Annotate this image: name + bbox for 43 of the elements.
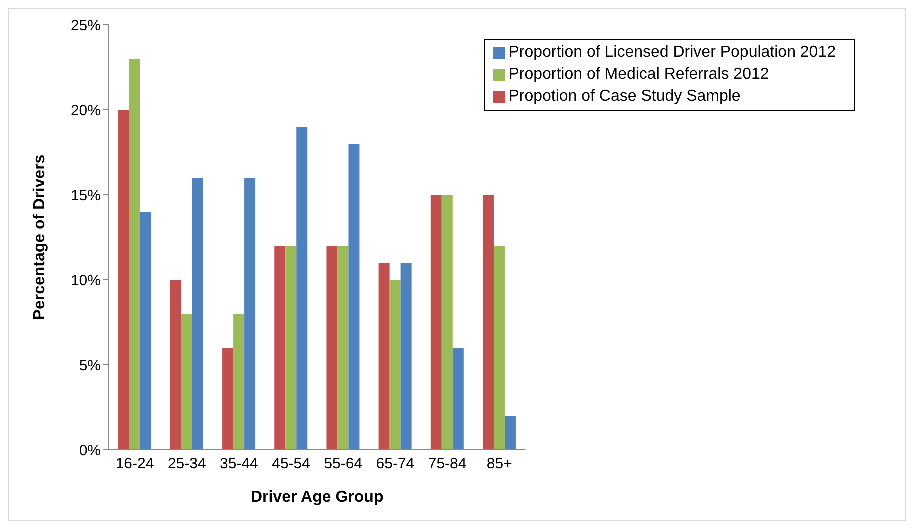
bar xyxy=(118,110,130,450)
bar xyxy=(494,246,505,450)
bar xyxy=(390,280,401,450)
legend-label: Proportion of Medical Referrals 2012 xyxy=(508,66,770,83)
x-tick-label: 55-64 xyxy=(324,456,363,473)
bar xyxy=(222,348,234,450)
bar xyxy=(400,263,412,450)
x-tick-label: 35-44 xyxy=(220,456,258,473)
y-tick-label: 20% xyxy=(70,102,101,120)
bar xyxy=(244,178,256,450)
x-tick-label: 65-74 xyxy=(376,456,415,473)
y-axis-title: Percentage of Drivers xyxy=(32,154,49,320)
y-tick-label: 10% xyxy=(70,272,101,290)
bar xyxy=(504,416,516,450)
x-tick-label: 25-34 xyxy=(168,456,206,473)
legend-label: Propotion of Case Study Sample xyxy=(508,88,741,105)
bar xyxy=(181,314,192,450)
bar xyxy=(442,195,453,450)
bar xyxy=(140,212,152,450)
x-tick-label: 85+ xyxy=(486,456,513,473)
bar xyxy=(296,127,308,450)
bar xyxy=(234,314,245,450)
x-tick-label: 75-84 xyxy=(428,456,467,473)
y-tick-label: 0% xyxy=(79,442,101,460)
bar xyxy=(378,263,390,450)
bar xyxy=(274,246,286,450)
x-axis-title: Driver Age Group xyxy=(250,489,384,506)
bar xyxy=(326,246,338,450)
y-tick-label: 5% xyxy=(79,357,101,374)
bar xyxy=(452,348,464,450)
legend-label: Proportion of Licensed Driver Population 2012 xyxy=(508,44,836,61)
bar xyxy=(286,246,297,450)
bar xyxy=(192,178,204,450)
bar xyxy=(482,195,494,450)
bar xyxy=(348,144,360,450)
bar xyxy=(170,280,182,450)
bar xyxy=(129,59,140,450)
y-tick-label: 15% xyxy=(70,187,101,204)
bar xyxy=(338,246,349,450)
y-tick-label: 25% xyxy=(70,17,101,34)
x-tick-label: 16-24 xyxy=(116,456,154,473)
bar xyxy=(430,195,442,450)
x-tick-label: 45-54 xyxy=(272,456,310,473)
